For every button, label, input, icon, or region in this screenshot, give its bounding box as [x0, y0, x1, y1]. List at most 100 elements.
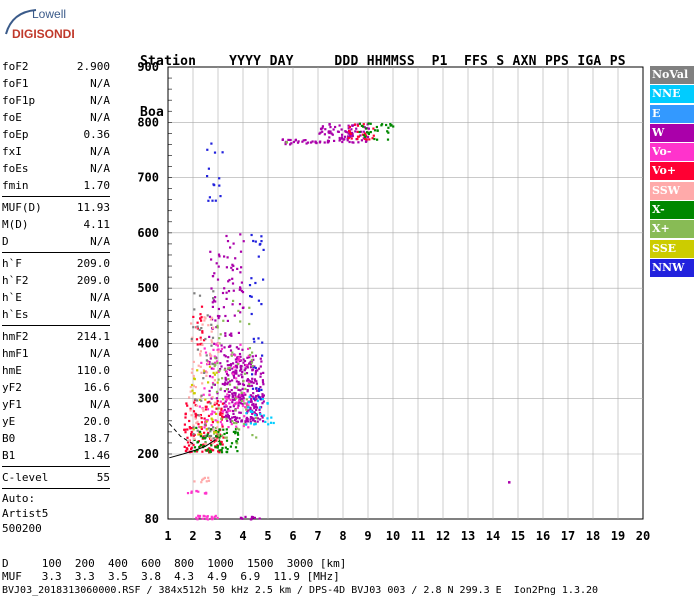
echo-point	[225, 431, 228, 434]
echo-point	[227, 416, 231, 419]
echo-point	[206, 427, 209, 431]
echo-point	[198, 445, 201, 449]
echo-point	[235, 416, 238, 419]
x-tick-label: 13	[461, 529, 475, 543]
echo-point	[326, 139, 330, 142]
echo-point	[244, 423, 248, 426]
echo-point	[221, 412, 224, 415]
echo-point	[245, 398, 248, 401]
echo-point	[357, 141, 360, 144]
echo-point	[260, 235, 263, 238]
echo-point	[231, 416, 234, 419]
echo-point	[258, 389, 261, 392]
echo-point	[214, 357, 217, 360]
echo-point	[256, 399, 259, 402]
echo-point	[193, 437, 196, 440]
echo-point	[348, 130, 351, 133]
param-key: foE	[2, 111, 22, 124]
echo-point	[231, 371, 234, 374]
echo-point	[243, 392, 246, 395]
echo-point	[234, 397, 237, 400]
echo-point	[216, 326, 219, 329]
echo-point	[212, 297, 215, 300]
echo-point	[363, 137, 367, 141]
param-key: foF1p	[2, 94, 36, 107]
echo-point	[289, 138, 292, 142]
echo-point	[239, 233, 242, 236]
echo-point	[344, 135, 347, 138]
echo-point	[233, 314, 236, 317]
footer-file-info: BVJ03_2018313060000.RSF / 384x512h 50 kH…	[2, 585, 599, 596]
echo-point	[240, 373, 243, 376]
echo-point	[373, 137, 376, 141]
echo-point	[259, 242, 262, 246]
echo-point	[244, 420, 247, 423]
echo-point	[230, 442, 234, 445]
echo-point	[232, 242, 235, 245]
echo-point	[225, 370, 228, 373]
footer-muf-row: MUF 3.3 3.3 3.5 3.8 4.3 4.9 6.9 11.9 [MH…	[2, 570, 340, 583]
echo-point	[218, 369, 221, 372]
echo-point	[208, 393, 211, 396]
echo-point	[206, 515, 209, 518]
echo-point	[204, 434, 207, 437]
echo-point	[205, 359, 208, 362]
echo-point	[186, 436, 189, 439]
echo-point	[213, 355, 216, 358]
echo-point	[255, 405, 258, 408]
echo-point	[215, 402, 218, 405]
y-tick-label: 800	[137, 115, 159, 129]
echo-point	[243, 359, 247, 363]
echo-point	[217, 348, 220, 351]
echo-point	[217, 378, 220, 381]
param-row: M(D) 4.11	[2, 216, 110, 233]
echo-point	[211, 326, 215, 329]
param-value: 16.6	[83, 381, 111, 394]
echo-point	[362, 130, 365, 133]
echo-point	[341, 140, 344, 144]
echo-point	[229, 409, 232, 412]
echo-point	[192, 433, 195, 436]
echo-point	[205, 371, 209, 374]
param-row: foF1p N/A	[2, 92, 110, 109]
echo-point	[348, 140, 351, 144]
echo-point	[225, 417, 228, 420]
echo-point	[208, 315, 212, 318]
echo-point	[210, 438, 213, 442]
header-label: PPS	[544, 54, 570, 69]
echo-point	[196, 348, 199, 351]
param-row: fmin 1.70	[2, 177, 110, 194]
echo-point	[238, 303, 242, 306]
param-value: 1.46	[83, 449, 111, 462]
echo-point	[244, 387, 247, 390]
echo-point	[219, 362, 222, 365]
echo-point	[213, 515, 216, 518]
echo-point	[247, 354, 250, 357]
logo-line2: DIGISONDE	[12, 27, 74, 41]
echo-point	[208, 375, 212, 378]
echo-point	[241, 376, 244, 379]
x-tick-label: 18	[586, 529, 600, 543]
echo-point	[235, 380, 238, 383]
echo-point	[199, 435, 202, 438]
echo-point	[240, 394, 243, 398]
echo-point	[189, 442, 192, 446]
echo-point	[231, 401, 234, 404]
echo-point	[223, 255, 226, 258]
echo-point	[209, 450, 212, 453]
echo-point	[197, 514, 200, 517]
echo-point	[203, 370, 206, 373]
echo-point	[190, 447, 193, 450]
echo-point	[193, 401, 196, 404]
autoscale-line: Artist5	[2, 507, 49, 520]
echo-point	[229, 420, 232, 423]
echo-point	[261, 397, 264, 401]
echo-point	[205, 442, 208, 445]
echo-point	[193, 392, 196, 395]
echo-point	[255, 408, 258, 411]
echo-point	[211, 405, 214, 408]
echo-point	[229, 445, 232, 448]
echo-point	[323, 133, 326, 136]
echo-point	[234, 257, 237, 260]
echo-point	[212, 290, 215, 293]
